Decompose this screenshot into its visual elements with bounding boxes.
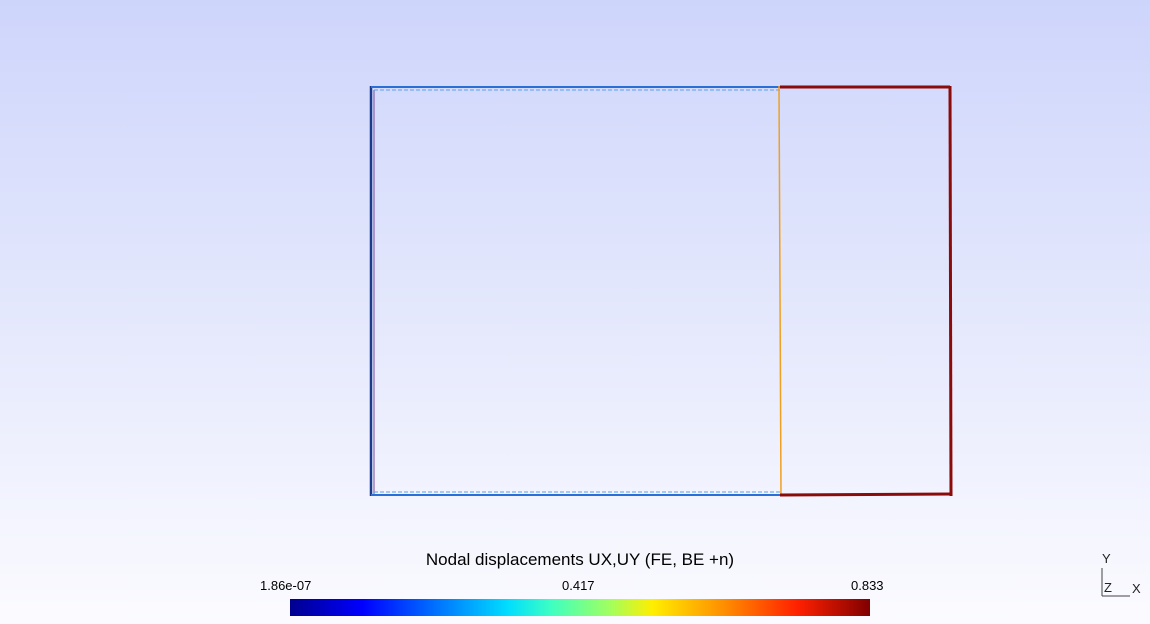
colorbar-max-label: 0.833: [851, 578, 884, 593]
colorbar-mid-label: 0.417: [562, 578, 595, 593]
axis-triad-lines-icon: [1101, 568, 1130, 597]
colorbar-min-label: 1.86e-07: [260, 578, 312, 593]
mesh-inner-line: [778, 85, 782, 497]
axis-triad: Y Z X: [1096, 550, 1146, 600]
mesh-bottom-edge-right: [779, 492, 952, 497]
axis-z-label: Z: [1104, 580, 1112, 595]
axis-y-label: Y: [1102, 551, 1111, 566]
colorbar: [290, 599, 870, 616]
mesh-right-edge: [948, 85, 953, 497]
legend-title: Nodal displacements UX,UY (FE, BE +n): [425, 550, 735, 569]
axis-x-label: X: [1132, 581, 1141, 596]
